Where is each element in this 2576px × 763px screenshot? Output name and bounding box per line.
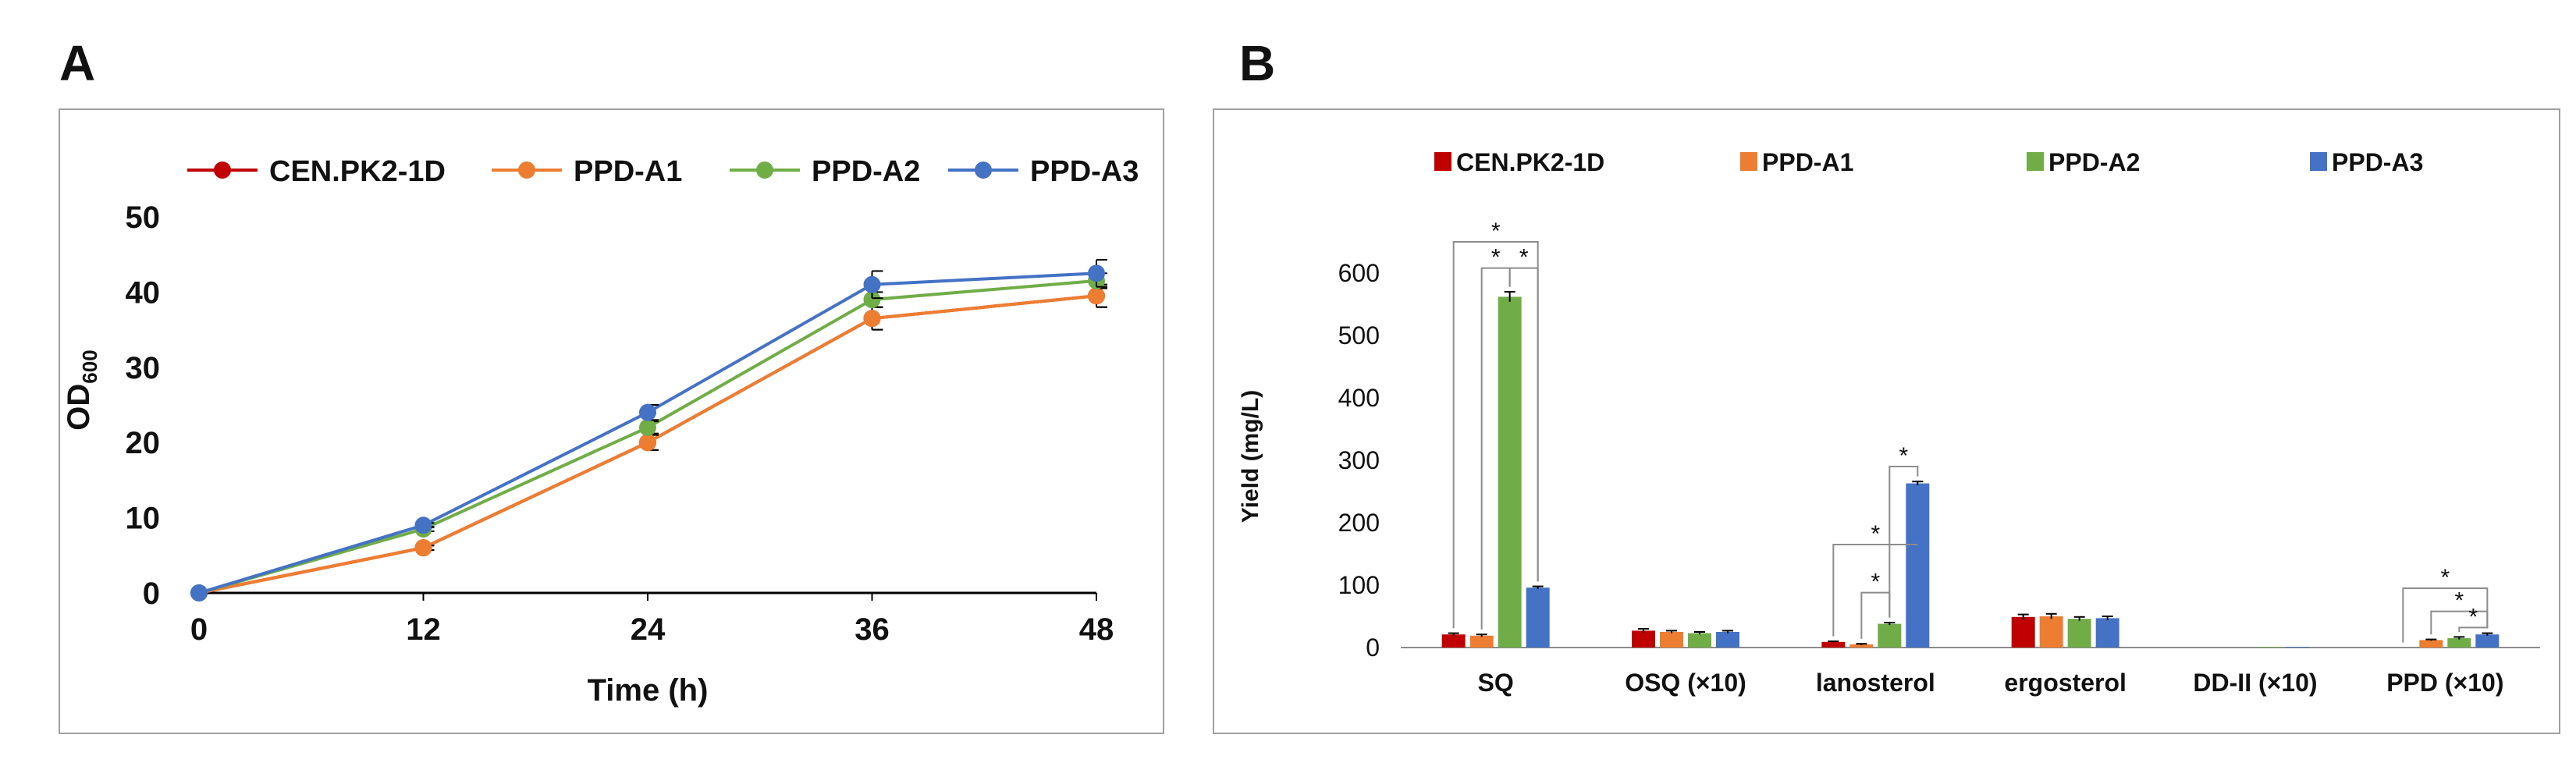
significance-bracket: [1452, 241, 1539, 629]
significance-star: *: [1871, 521, 1880, 547]
significance-star: *: [2454, 588, 2464, 614]
y-tick-label-b: 200: [1338, 509, 1380, 537]
bar-ppd-a2: [1878, 623, 1902, 648]
bar-ppd-a2: [1498, 296, 1522, 648]
y-tick-label-a: 20: [126, 426, 161, 460]
legend-marker-ppd-a2: [756, 161, 773, 179]
significance-star: *: [1491, 245, 1501, 271]
x-axis-title-a: Time (h): [588, 673, 709, 708]
significance-star: *: [1491, 218, 1501, 244]
y-axis-title-a-main: OD: [62, 384, 96, 431]
y-tick-label-b: 300: [1338, 446, 1380, 474]
bar-ppd-a1: [1469, 635, 1494, 648]
y-tick-label-a: 40: [126, 275, 161, 310]
x-tick-label-a: 12: [406, 612, 441, 647]
legend-marker-cen-pk2-1d: [214, 161, 231, 179]
bar-ppd-a2: [1688, 633, 1711, 648]
legend-label-ppd-a3: PPD-A3: [1030, 155, 1139, 188]
y-tick-label-b: 600: [1338, 259, 1380, 287]
category-label-b: ergosterol: [2004, 669, 2126, 697]
category-label-b: PPD (×10): [2386, 669, 2503, 697]
significance-star: *: [1871, 570, 1880, 595]
legend-label-ppd-a2: PPD-A2: [812, 155, 920, 188]
bar-ppd-a3: [1906, 483, 1930, 648]
data-point-ppd-a2: [863, 291, 881, 309]
bar-ppd-a2: [2258, 647, 2281, 648]
y-tick-label-a: 10: [126, 502, 161, 536]
bar-ppd-a3: [2475, 634, 2500, 648]
x-tick-label-a: 48: [1079, 612, 1114, 647]
x-tick-label-a: 24: [631, 612, 666, 647]
y-tick-label-b: 100: [1338, 571, 1380, 599]
legend-label-ppd-a1: PPD-A1: [1762, 148, 1853, 176]
significance-star: *: [1899, 443, 1908, 469]
data-point-ppd-a1: [414, 539, 432, 557]
legend-swatch-ppd-a1: [1740, 152, 1757, 171]
significance-bracket: [2458, 626, 2489, 632]
y-axis-title-a: OD600: [62, 350, 101, 430]
bar-chart-yield: 0 100 200 300 400 500 600 SQ OSQ (×10) lanosterol…: [1338, 148, 2540, 697]
y-tick-label-b: 500: [1338, 321, 1380, 350]
category-label-b: OSQ (×10): [1625, 669, 1746, 697]
y-tick-label-a: 50: [126, 201, 161, 235]
legend-label-ppd-a3: PPD-A3: [2332, 148, 2423, 176]
bar-ppd-a3: [1716, 632, 1739, 648]
y-tick-label-b: 0: [1366, 633, 1380, 662]
bar-ppd-a2: [2067, 619, 2091, 648]
legend-label-cen-pk2-1d: CEN.PK2-1D: [269, 155, 446, 188]
category-label-b: DD-II (×10): [2193, 669, 2317, 697]
significance-star: *: [1519, 245, 1529, 271]
significance-bracket: [1480, 267, 1511, 630]
legend-swatch-ppd-a3: [2310, 152, 2327, 171]
significance-star: *: [2468, 604, 2478, 630]
legend-swatch-cen-pk2-1d: [1434, 152, 1451, 171]
data-point-ppd-a3: [1088, 264, 1105, 282]
x-tick-label-a: 36: [855, 612, 890, 647]
legend-swatch-ppd-a2: [2027, 152, 2044, 171]
data-point-ppd-a1: [1088, 287, 1105, 305]
data-point-ppd-a3: [190, 584, 208, 602]
category-label-b: SQ: [1478, 669, 1514, 697]
bar-ppd-a3: [2095, 618, 2119, 648]
y-tick-label-a: 0: [143, 577, 160, 611]
legend-label-ppd-a2: PPD-A2: [2048, 148, 2140, 176]
bar-ppd-a1: [1849, 644, 1874, 648]
panel-letter-a: A: [59, 35, 96, 91]
panel-a-frame: [59, 108, 1164, 734]
significance-bracket: [1888, 466, 1919, 618]
bar-ppd-a3: [1526, 587, 1550, 648]
bar-ppd-a2: [2447, 638, 2471, 648]
y-axis-title-a-sub: 600: [78, 350, 101, 383]
line-chart-od600: 0 12 24 36 48 0 10 20 30 40 50 CEN.PK2-1D PPD-A1 PPD-…: [126, 155, 1139, 647]
bar-ppd-a1: [2039, 616, 2063, 648]
data-point-ppd-a3: [639, 403, 656, 421]
data-point-ppd-a3: [863, 275, 881, 293]
legend-label-ppd-a1: PPD-A1: [574, 155, 682, 188]
bar-cen-pk2-1d: [1632, 630, 1655, 648]
significance-bracket: [2402, 587, 2489, 643]
category-label-b: lanosterol: [1816, 669, 1935, 697]
bar-ppd-a1: [2419, 640, 2443, 648]
legend-marker-ppd-a1: [518, 161, 535, 179]
panel-b-frame: [1213, 108, 2560, 734]
significance-bracket: [2430, 610, 2489, 635]
y-tick-label-a: 30: [126, 351, 161, 385]
bar-ppd-a3: [2286, 647, 2309, 648]
data-point-ppd-a3: [414, 516, 432, 534]
significance-star: *: [2440, 565, 2450, 591]
y-axis-title-b: Yield (mg/L): [1238, 390, 1263, 523]
bar-ppd-a1: [1660, 632, 1683, 648]
data-point-ppd-a1: [639, 434, 656, 452]
bar-cen-pk2-1d: [1821, 641, 1846, 648]
y-tick-label-b: 400: [1338, 384, 1380, 412]
x-tick-label-a: 0: [190, 612, 208, 647]
data-point-ppd-a2: [639, 418, 656, 436]
legend-label-cen-pk2-1d: CEN.PK2-1D: [1456, 148, 1604, 176]
data-point-ppd-a1: [863, 310, 881, 328]
bar-cen-pk2-1d: [1441, 634, 1466, 648]
panel-letter-b: B: [1239, 35, 1276, 91]
legend-marker-ppd-a3: [975, 161, 992, 179]
bar-cen-pk2-1d: [2011, 616, 2035, 648]
